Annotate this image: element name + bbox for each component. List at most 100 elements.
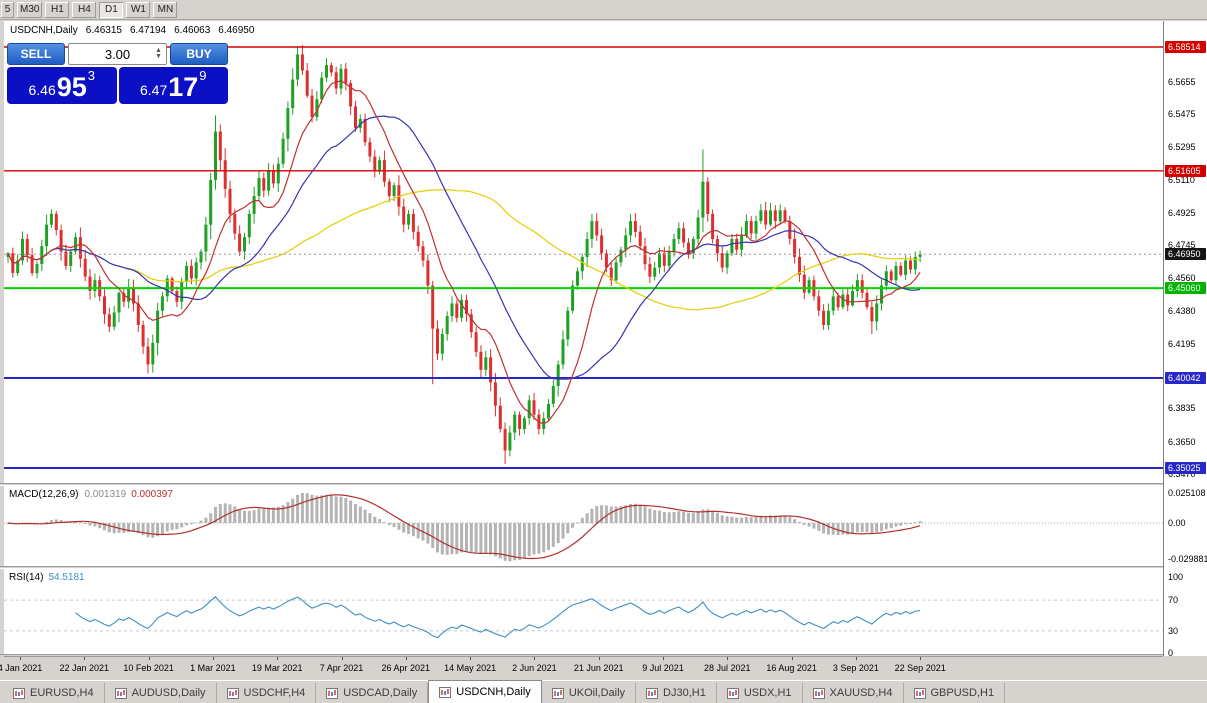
price-axis-label: 6.5475 [1168, 109, 1196, 120]
rsi-axis-label: 30 [1168, 625, 1179, 636]
timeframe-button-w1[interactable]: W1 [126, 1, 151, 18]
date-label: 2 Jun 2021 [512, 663, 557, 673]
date-label: 19 Mar 2021 [251, 663, 303, 673]
rsi-panel[interactable] [4, 569, 1163, 654]
date-label: 10 Feb 2021 [123, 663, 174, 673]
date-label: 1 Mar 2021 [190, 663, 236, 673]
macd-panel[interactable] [4, 486, 1163, 566]
price-axis-label: 6.5110 [1168, 174, 1195, 185]
volume-input[interactable]: 3.00 ▲ ▼ [68, 43, 167, 65]
buy-price-display[interactable]: 6.47 17 9 [118, 67, 228, 104]
price-axis[interactable]: 6.5655 6.5475 6.5295 6.5110 6.4925 6.4745 6.45… [1163, 21, 1207, 658]
macd-main-value: 0.001319 [84, 489, 127, 500]
macd-name: MACD(12,26,9) [9, 489, 79, 500]
chart-tab-usdchf[interactable]: USDCHF,H4 [217, 683, 317, 703]
date-tick [920, 657, 922, 660]
tab-label: DJ30,H1 [663, 687, 706, 699]
price-axis-label: 6.4195 [1168, 338, 1196, 349]
chart-tab-usdcad[interactable]: USDCAD,Daily [316, 683, 429, 703]
date-label: 14 May 2021 [444, 663, 497, 673]
rsi-axis-label: 0 [1168, 648, 1174, 658]
sell-price-point: 3 [87, 68, 96, 83]
mini-chart-icon [13, 687, 25, 699]
rsi-axis-label: 100 [1168, 572, 1184, 582]
chart-tab-usdx[interactable]: USDX,H1 [717, 683, 803, 703]
date-tick [598, 657, 600, 660]
date-tick [791, 657, 793, 660]
macd-label: MACD(12,26,9) 0.001319 0.000397 [9, 489, 173, 500]
symbol-period-label: USDCNH,Daily [10, 25, 78, 36]
date-axis[interactable]: 4 Jan 2021 22 Jan 2021 10 Feb 2021 1 Mar 20… [0, 656, 1163, 676]
chart-tab-usdcnh[interactable]: USDCNH,Daily [428, 680, 542, 703]
price-level-badge: 6.45060 [1165, 282, 1206, 295]
timeframe-button-m30[interactable]: M30 [17, 1, 43, 18]
chart-ohlc-readout: USDCNH,Daily 6.46315 6.47194 6.46063 6.4… [10, 25, 254, 36]
date-tick [148, 657, 150, 660]
rsi-axis-label: 70 [1168, 595, 1179, 606]
chart-tab-audusd[interactable]: AUDUSD,Daily [105, 683, 217, 703]
chart-tab-dj30[interactable]: DJ30,H1 [636, 683, 717, 703]
date-tick [663, 657, 664, 660]
chart-tab-xauusd[interactable]: XAUUSD,H4 [803, 683, 904, 703]
timeframe-button-mn[interactable]: MN [153, 1, 178, 18]
macd-axis-label: 0.025108 [1168, 488, 1206, 499]
spinner-up-icon[interactable]: ▲ [155, 47, 162, 54]
spinner-down-icon[interactable]: ▼ [155, 53, 162, 60]
rsi-label: RSI(14) 54.5181 [9, 572, 85, 583]
date-label: 22 Sep 2021 [894, 663, 946, 673]
mini-chart-icon [326, 687, 339, 699]
timeframe-button-d1[interactable]: D1 [99, 1, 124, 18]
price-axis-label: 6.4745 [1168, 240, 1196, 251]
price-axis-label: 6.4380 [1168, 305, 1196, 316]
date-label: 7 Apr 2021 [319, 663, 364, 673]
date-label: 22 Jan 2021 [59, 663, 110, 673]
price-level-badge: 6.35025 [1165, 461, 1206, 474]
chart-tab-gbpusd[interactable]: GBPUSD,H1 [904, 683, 1006, 703]
date-tick [470, 657, 472, 660]
mini-chart-icon [812, 687, 825, 699]
date-label: 4 Jan 2021 [0, 663, 43, 673]
ohlc-close: 6.46950 [218, 25, 255, 36]
tab-label: GBPUSD,H1 [930, 687, 995, 699]
macd-axis-label: 0.00 [1168, 518, 1186, 529]
mini-chart-icon [646, 687, 659, 699]
chart-tab-bar: EURUSD,H4 AUDUSD,Daily USDCHF,H4 USDCAD,Dai… [0, 680, 1207, 703]
volume-value: 3.00 [104, 46, 131, 62]
date-label: 21 Jun 2021 [573, 663, 624, 673]
mini-chart-icon [439, 686, 452, 698]
timeframe-button-h4[interactable]: H4 [72, 1, 97, 18]
date-tick [341, 657, 343, 660]
date-tick [20, 657, 21, 660]
rsi-name: RSI(14) [9, 572, 44, 583]
ohlc-low: 6.46063 [174, 25, 211, 36]
date-tick [277, 657, 279, 660]
chart-tab-eurusd[interactable]: EURUSD,H4 [3, 683, 105, 703]
price-level-badge: 6.40042 [1165, 372, 1206, 385]
timeframe-button-h1[interactable]: H1 [45, 1, 70, 18]
mini-chart-icon [551, 687, 564, 699]
panel-separator[interactable] [0, 566, 1207, 569]
sell-button[interactable]: SELL [7, 43, 65, 65]
date-label: 3 Sep 2021 [832, 663, 879, 673]
tab-label: EURUSD,H4 [30, 687, 94, 699]
tab-label: XAUUSD,H4 [829, 687, 893, 699]
buy-button[interactable]: BUY [170, 43, 228, 65]
date-label: 26 Apr 2021 [381, 663, 431, 673]
volume-spinner[interactable]: ▲ ▼ [153, 44, 164, 64]
chart-tab-ukoil[interactable]: UKOil,Daily [542, 683, 637, 703]
sell-price-display[interactable]: 6.46 95 3 [7, 67, 117, 104]
panel-separator[interactable] [0, 483, 1207, 486]
sell-price-pips: 95 [56, 72, 87, 102]
timeframe-button-5[interactable]: 5 [1, 1, 14, 18]
timeframe-toolbar: 5 M30 H1 H4 D1 W1 MN [0, 0, 1207, 20]
ohlc-high: 6.47194 [129, 25, 167, 36]
price-level-badge: 6.51605 [1165, 164, 1206, 177]
price-level-badge: 6.46950 [1165, 248, 1206, 261]
price-level-badge: 6.58514 [1165, 41, 1206, 53]
tab-label: AUDUSD,Daily [131, 687, 206, 699]
one-click-trading-panel: SELL 3.00 ▲ ▼ BUY 6.46 95 3 6.47 17 9 [7, 43, 228, 104]
price-axis-label: 6.4560 [1168, 273, 1196, 284]
tab-label: USDX,H1 [743, 687, 792, 699]
sell-price-major: 6.46 [28, 82, 56, 98]
date-tick [727, 657, 729, 660]
